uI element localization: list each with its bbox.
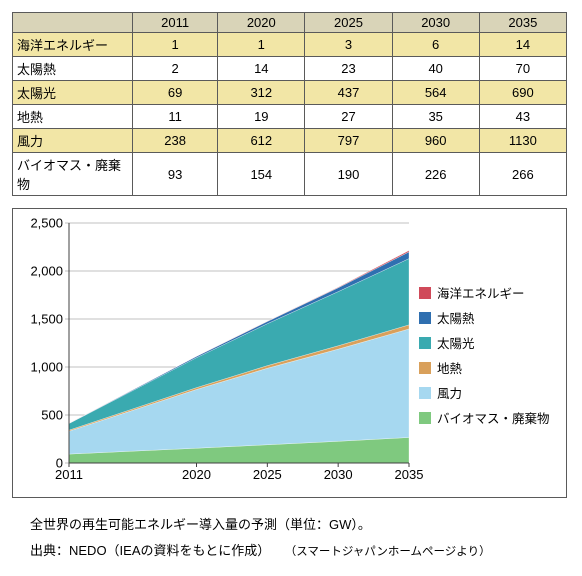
y-tick-label: 500	[19, 408, 63, 423]
y-tick-label: 2,000	[19, 264, 63, 279]
cell: 3	[305, 33, 392, 57]
y-tick-label: 1,500	[19, 312, 63, 327]
cell: 797	[305, 129, 392, 153]
cell: 437	[305, 81, 392, 105]
row-label: 風力	[13, 129, 133, 153]
row-label: 太陽光	[13, 81, 133, 105]
table-corner	[13, 13, 133, 33]
x-tick-label: 2011	[39, 467, 99, 482]
table-row: 海洋エネルギー113614	[13, 33, 567, 57]
cell: 564	[392, 81, 479, 105]
cell: 27	[305, 105, 392, 129]
cell: 19	[218, 105, 305, 129]
cell: 35	[392, 105, 479, 129]
legend-swatch	[419, 312, 431, 324]
cell: 93	[133, 153, 218, 196]
x-tick-label: 2020	[167, 467, 227, 482]
cell: 11	[133, 105, 218, 129]
legend-swatch	[419, 387, 431, 399]
cell: 190	[305, 153, 392, 196]
cell: 238	[133, 129, 218, 153]
col-header: 2030	[392, 13, 479, 33]
legend-label: 太陽光	[437, 333, 475, 352]
legend-item: 海洋エネルギー	[419, 283, 550, 302]
y-tick-label: 2,500	[19, 216, 63, 231]
cell: 1	[218, 33, 305, 57]
y-tick-label: 1,000	[19, 360, 63, 375]
x-tick-label: 2025	[237, 467, 297, 482]
col-header: 2025	[305, 13, 392, 33]
row-label: 海洋エネルギー	[13, 33, 133, 57]
row-label: 太陽熱	[13, 57, 133, 81]
cell: 14	[218, 57, 305, 81]
cell: 154	[218, 153, 305, 196]
col-header: 2011	[133, 13, 218, 33]
data-table: 20112020202520302035海洋エネルギー113614太陽熱2142…	[12, 12, 567, 196]
legend-label: 風力	[437, 383, 462, 402]
cell: 43	[479, 105, 566, 129]
cell: 312	[218, 81, 305, 105]
cell: 2	[133, 57, 218, 81]
cell: 14	[479, 33, 566, 57]
row-label: バイオマス・廃棄物	[13, 153, 133, 196]
cell: 23	[305, 57, 392, 81]
cell: 69	[133, 81, 218, 105]
legend-swatch	[419, 337, 431, 349]
legend-swatch	[419, 412, 431, 424]
legend-item: 地熱	[419, 358, 550, 377]
table-row: 太陽光69312437564690	[13, 81, 567, 105]
area-chart: 05001,0001,5002,0002,5002011202020252030…	[12, 208, 567, 498]
legend-item: 太陽光	[419, 333, 550, 352]
legend-item: 太陽熱	[419, 308, 550, 327]
cell: 1130	[479, 129, 566, 153]
cell: 1	[133, 33, 218, 57]
x-tick-label: 2035	[379, 467, 439, 482]
caption-block: 全世界の再生可能エネルギー導入量の予測（単位：GW）。 出典：NEDO（IEAの…	[12, 512, 570, 564]
cell: 690	[479, 81, 566, 105]
cell: 6	[392, 33, 479, 57]
caption-line2: 出典：NEDO（IEAの資料をもとに作成） （スマートジャパンホームページより）	[30, 538, 570, 564]
col-header: 2020	[218, 13, 305, 33]
cell: 70	[479, 57, 566, 81]
cell: 266	[479, 153, 566, 196]
cell: 40	[392, 57, 479, 81]
legend-label: バイオマス・廃棄物	[437, 408, 550, 427]
legend-swatch	[419, 362, 431, 374]
table-row: 太陽熱214234070	[13, 57, 567, 81]
legend-label: 地熱	[437, 358, 462, 377]
legend: 海洋エネルギー太陽熱太陽光地熱風力バイオマス・廃棄物	[419, 283, 550, 433]
col-header: 2035	[479, 13, 566, 33]
cell: 960	[392, 129, 479, 153]
caption-line1: 全世界の再生可能エネルギー導入量の予測（単位：GW）。	[30, 512, 570, 538]
legend-swatch	[419, 287, 431, 299]
table-row: 地熱1119273543	[13, 105, 567, 129]
legend-item: 風力	[419, 383, 550, 402]
cell: 612	[218, 129, 305, 153]
row-label: 地熱	[13, 105, 133, 129]
table-row: バイオマス・廃棄物93154190226266	[13, 153, 567, 196]
legend-label: 太陽熱	[437, 308, 475, 327]
legend-label: 海洋エネルギー	[437, 283, 525, 302]
x-tick-label: 2030	[308, 467, 368, 482]
legend-item: バイオマス・廃棄物	[419, 408, 550, 427]
plot-area	[69, 223, 409, 463]
cell: 226	[392, 153, 479, 196]
table-row: 風力2386127979601130	[13, 129, 567, 153]
